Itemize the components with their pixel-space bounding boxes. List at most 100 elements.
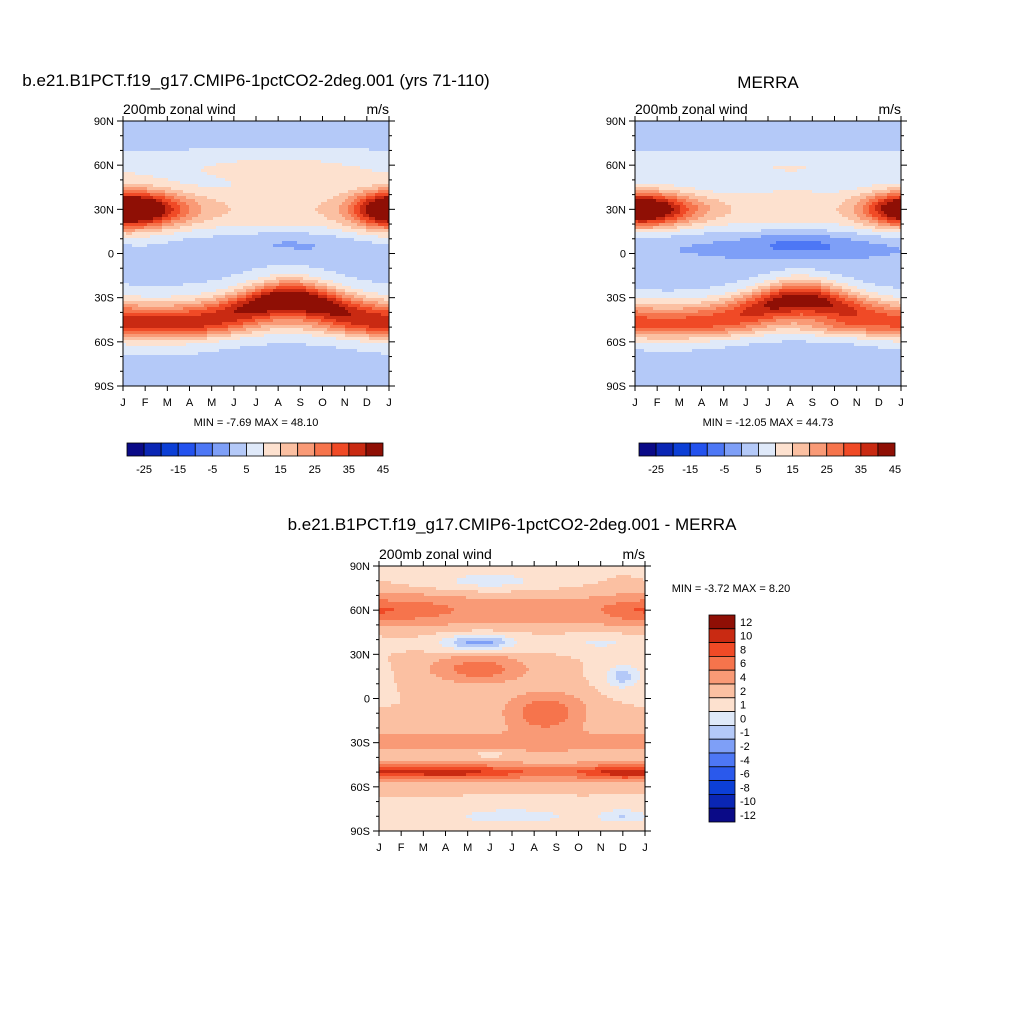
heatmap-cell xyxy=(123,196,127,200)
heatmap-cell xyxy=(339,172,343,176)
heatmap-cell xyxy=(141,268,145,272)
heatmap-cell xyxy=(225,277,229,281)
heatmap-cell xyxy=(288,133,292,137)
heatmap-cell xyxy=(381,193,385,197)
heatmap-cell xyxy=(159,238,163,242)
heatmap-cell xyxy=(267,241,271,245)
heatmap-cell xyxy=(159,247,163,251)
heatmap-cell xyxy=(138,232,142,236)
heatmap-cell xyxy=(144,166,148,170)
heatmap-cell xyxy=(333,241,337,245)
heatmap-cell xyxy=(126,241,130,245)
heatmap-cell xyxy=(321,121,325,125)
heatmap-cell xyxy=(219,139,223,143)
heatmap-cell xyxy=(336,190,340,194)
heatmap-cell xyxy=(348,283,352,287)
heatmap-cell xyxy=(255,250,259,254)
heatmap-cell xyxy=(369,253,373,257)
heatmap-cell xyxy=(162,274,166,278)
heatmap-cell xyxy=(339,181,343,185)
heatmap-cell xyxy=(261,277,265,281)
heatmap-cell xyxy=(375,250,379,254)
heatmap-cell xyxy=(375,211,379,215)
heatmap-cell xyxy=(132,205,136,209)
heatmap-cell xyxy=(162,136,166,140)
heatmap-cell xyxy=(174,175,178,179)
heatmap-cell xyxy=(273,223,277,227)
heatmap-cell xyxy=(219,136,223,140)
heatmap-cell xyxy=(195,139,199,143)
heatmap-cell xyxy=(252,208,256,212)
heatmap-cell xyxy=(357,265,361,269)
heatmap-cell xyxy=(306,136,310,140)
heatmap-cell xyxy=(276,205,280,209)
heatmap-cell xyxy=(174,184,178,188)
heatmap-cell xyxy=(276,148,280,152)
heatmap-cell xyxy=(153,277,157,281)
heatmap-cell xyxy=(324,136,328,140)
heatmap-cell xyxy=(186,259,190,263)
heatmap-cell xyxy=(354,196,358,200)
heatmap-cell xyxy=(291,199,295,203)
heatmap-cell xyxy=(327,211,331,215)
heatmap-cell xyxy=(129,253,133,257)
heatmap-cell xyxy=(204,256,208,260)
heatmap-cell xyxy=(330,280,334,284)
heatmap-cell xyxy=(243,208,247,212)
heatmap-cell xyxy=(231,259,235,263)
heatmap-cell xyxy=(306,223,310,227)
heatmap-cell xyxy=(144,154,148,158)
heatmap-cell xyxy=(309,169,313,173)
heatmap-cell xyxy=(363,187,367,191)
heatmap-cell xyxy=(138,271,142,275)
heatmap-cell xyxy=(297,175,301,179)
heatmap-cell xyxy=(315,259,319,263)
heatmap-cell xyxy=(348,196,352,200)
heatmap-cell xyxy=(150,184,154,188)
heatmap-cell xyxy=(375,283,379,287)
heatmap-cell xyxy=(162,193,166,197)
heatmap-cell xyxy=(123,208,127,212)
heatmap-cell xyxy=(123,211,127,215)
heatmap-cell xyxy=(354,163,358,167)
heatmap-cell xyxy=(219,127,223,131)
heatmap-cell xyxy=(351,169,355,173)
heatmap-cell xyxy=(141,163,145,167)
heatmap-cell xyxy=(135,157,139,161)
heatmap-cell xyxy=(333,205,337,209)
heatmap-cell xyxy=(291,223,295,227)
heatmap-cell xyxy=(228,148,232,152)
heatmap-cell xyxy=(213,271,217,275)
heatmap-cell xyxy=(264,151,268,155)
heatmap-cell xyxy=(369,247,373,251)
heatmap-cell xyxy=(345,157,349,161)
heatmap-cell xyxy=(147,145,151,149)
heatmap-cell xyxy=(234,220,238,224)
heatmap-cell xyxy=(273,253,277,257)
heatmap-cell xyxy=(312,187,316,191)
heatmap-cell xyxy=(168,262,172,266)
heatmap-cell xyxy=(372,223,376,227)
heatmap-cell xyxy=(336,283,340,287)
heatmap-cell xyxy=(249,157,253,161)
heatmap-cell xyxy=(195,226,199,230)
heatmap-cell xyxy=(210,262,214,266)
heatmap-cell xyxy=(339,238,343,242)
heatmap-cell xyxy=(354,262,358,266)
heatmap-cell xyxy=(270,136,274,140)
heatmap-cell xyxy=(237,277,241,281)
heatmap-cell xyxy=(222,208,226,212)
heatmap-cell xyxy=(297,229,301,233)
heatmap-cell xyxy=(189,166,193,170)
heatmap-cell xyxy=(180,274,184,278)
heatmap-cell xyxy=(384,169,388,173)
heatmap-cell xyxy=(135,202,139,206)
heatmap-cell xyxy=(210,175,214,179)
heatmap-cell xyxy=(321,124,325,128)
heatmap-cell xyxy=(330,253,334,257)
heatmap-cell xyxy=(270,283,274,287)
heatmap-cell xyxy=(333,124,337,128)
heatmap-cell xyxy=(174,190,178,194)
heatmap-cell xyxy=(270,217,274,221)
heatmap-cell xyxy=(300,244,304,248)
